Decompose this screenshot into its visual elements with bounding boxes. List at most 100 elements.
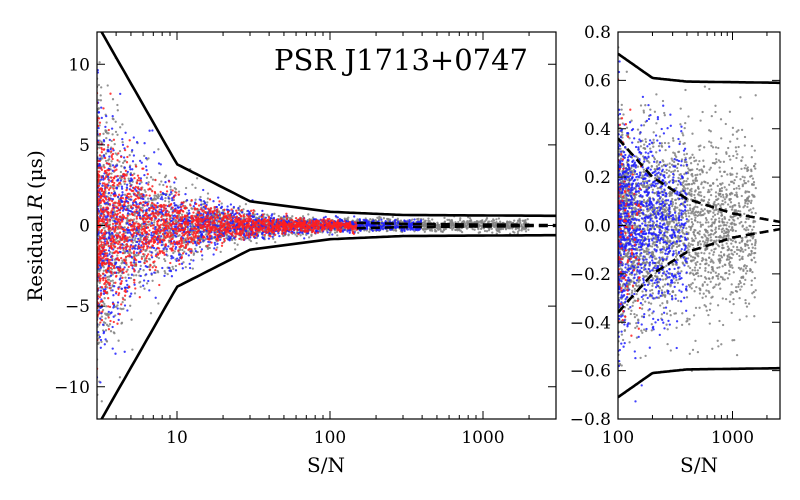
data-point-gray: [477, 231, 480, 234]
data-point-red: [292, 228, 296, 232]
data-point-gray: [506, 224, 509, 227]
data-point-blue: [174, 235, 178, 238]
data-point-gray: [458, 219, 462, 222]
data-point-red: [120, 176, 124, 179]
data-point-gray: [121, 140, 124, 144]
data-point-blue: [381, 225, 384, 228]
data-point-gray: [126, 268, 129, 271]
data-point-blue: [98, 157, 102, 160]
data-point-gray: [157, 256, 161, 260]
data-point-blue: [104, 338, 107, 341]
data-point-blue: [123, 304, 127, 307]
data-point-gray: [355, 219, 358, 222]
data-point-blue: [140, 161, 143, 164]
data-point-gray: [191, 267, 194, 270]
data-point-blue: [389, 228, 392, 231]
data-point-blue: [214, 243, 217, 247]
data-point-blue: [149, 197, 152, 200]
data-point-blue: [137, 260, 141, 264]
data-point-blue: [418, 228, 421, 231]
data-point-blue: [372, 219, 375, 222]
data-point-blue: [185, 252, 188, 255]
data-point-blue: [248, 212, 252, 215]
data-point-blue: [173, 181, 176, 184]
data-point-gray: [452, 226, 455, 230]
data-point-blue: [121, 209, 125, 212]
data-point-red: [191, 242, 195, 245]
data-point-blue: [112, 294, 115, 297]
data-point-blue: [413, 218, 416, 221]
data-point-blue: [176, 257, 179, 260]
data-point-gray: [469, 220, 473, 223]
data-point-blue: [212, 200, 215, 203]
data-point-gray: [496, 229, 499, 232]
data-point-gray: [123, 193, 127, 196]
data-point-gray: [97, 98, 100, 102]
data-point-gray: [164, 271, 167, 275]
data-point-red: [145, 194, 148, 197]
data-point-gray: [208, 243, 211, 246]
data-point-blue: [107, 310, 110, 314]
data-point-blue: [111, 325, 114, 329]
data-point-red: [236, 211, 239, 215]
data-point-blue: [123, 350, 126, 353]
data-point-gray: [159, 193, 163, 196]
data-point-gray: [171, 265, 174, 269]
data-point-blue: [121, 137, 124, 141]
data-point-gray: [195, 177, 199, 180]
data-point-gray: [113, 332, 116, 335]
data-point-blue: [366, 225, 369, 228]
data-point-gray: [249, 239, 253, 243]
data-point-blue: [131, 149, 134, 152]
data-point-gray: [97, 341, 101, 344]
data-point-blue: [192, 205, 195, 208]
data-point-gray: [434, 230, 437, 233]
data-point-gray: [118, 160, 121, 163]
data-point-gray: [182, 241, 185, 244]
data-point-gray: [307, 213, 310, 216]
data-point-gray: [173, 250, 176, 253]
data-point-blue: [100, 116, 103, 120]
data-point-blue: [101, 323, 105, 326]
data-point-gray: [121, 259, 124, 262]
data-point-gray: [105, 121, 108, 124]
data-point-gray: [431, 218, 434, 221]
data-point-gray: [145, 282, 149, 285]
data-point-blue: [145, 169, 148, 172]
data-point-gray: [144, 249, 147, 253]
data-point-blue: [150, 251, 153, 254]
data-point-gray: [527, 228, 530, 231]
data-point-gray: [416, 218, 419, 221]
data-point-blue: [102, 330, 106, 333]
data-point-red: [135, 215, 138, 218]
data-point-blue: [105, 201, 108, 205]
data-point-gray: [141, 206, 144, 209]
data-point-gray: [184, 265, 187, 269]
data-point-blue: [163, 274, 166, 278]
data-point-gray: [206, 197, 210, 200]
data-point-gray: [164, 196, 167, 200]
data-point-gray: [452, 223, 455, 226]
data-point-gray: [427, 219, 430, 223]
data-point-blue: [170, 275, 174, 278]
data-point-gray: [110, 172, 113, 175]
data-point-gray: [128, 154, 131, 157]
data-point-gray: [162, 183, 165, 187]
data-point-gray: [334, 231, 337, 234]
data-point-blue: [109, 147, 112, 151]
data-point-gray: [423, 230, 426, 233]
data-point-blue: [131, 168, 134, 171]
data-point-gray: [133, 172, 136, 175]
data-point-blue: [105, 114, 108, 118]
data-point-gray: [287, 233, 290, 236]
data-point-gray: [166, 272, 169, 276]
data-point-blue: [108, 253, 111, 256]
data-point-gray: [459, 217, 462, 220]
data-point-gray: [98, 61, 101, 64]
data-point-gray: [100, 340, 103, 344]
data-point-blue: [122, 156, 126, 159]
data-point-blue: [170, 257, 173, 260]
data-point-gray: [520, 229, 523, 232]
data-point-gray: [122, 249, 125, 252]
data-point-blue: [111, 164, 115, 167]
